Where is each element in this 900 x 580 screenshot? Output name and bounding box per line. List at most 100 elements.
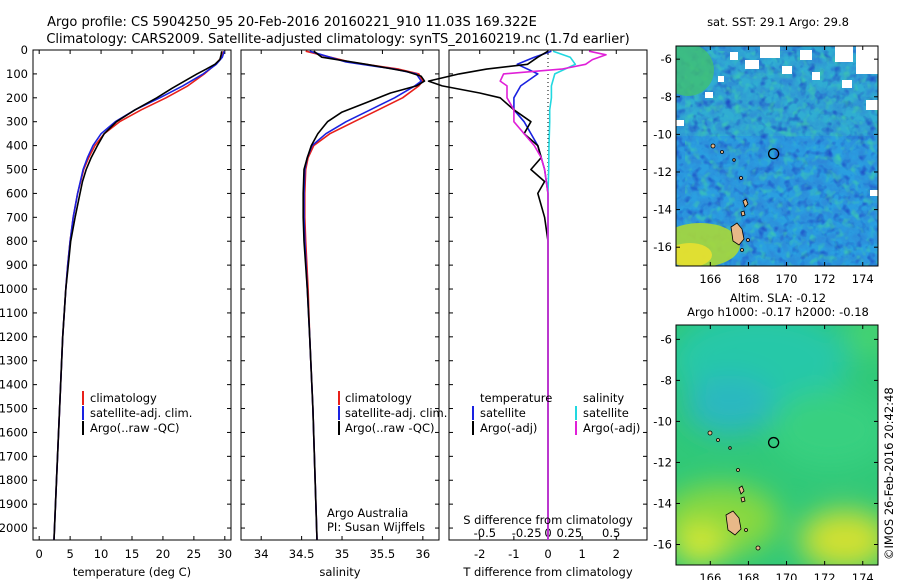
sla-argo-position-marker	[767, 436, 780, 449]
depth-tick-label: 1900	[0, 497, 28, 511]
map-y-tick-label: -6	[661, 332, 672, 346]
depth-axis: 0 100 200 300 400 500 600 700 800 900 1000 1100 1200…	[0, 43, 647, 535]
sla-map-title-1: Altim. SLA: -0.12	[730, 291, 826, 305]
temp-legend-argo: Argo(..raw -QC)	[90, 421, 180, 435]
temperature-series	[53, 50, 225, 541]
temperature-x-axis: 0 5 10 15 20 25 30	[36, 50, 232, 561]
depth-tick-label: 800	[6, 234, 28, 248]
s-tick-label: -0.25	[512, 526, 542, 540]
diff-legend-swatch-s-argo	[575, 421, 577, 435]
map-x-tick-label: 170	[776, 272, 798, 286]
x-tick-label: 10	[94, 547, 109, 561]
map-y-tick-label: -8	[661, 90, 672, 104]
x-tick-label: 1	[578, 547, 585, 561]
title-line-1: Argo profile: CS 5904250_95 20-Feb-2016 …	[47, 15, 537, 30]
map-y-tick-label: -14	[653, 203, 672, 217]
depth-tick-label: 1700	[0, 449, 28, 463]
x-tick-label: 34.5	[289, 547, 315, 561]
sla-map-frame	[675, 324, 879, 566]
x-tick-label: 20	[156, 547, 171, 561]
sal-legend-argo: Argo(..raw -QC)	[345, 421, 435, 435]
map-x-tick-label: 174	[852, 272, 874, 286]
salinity-legend: climatology satellite-adj. clim. Argo(..…	[338, 391, 447, 435]
diff-legend-s-argo: Argo(-adj)	[583, 421, 640, 435]
x-tick-label: 30	[217, 547, 232, 561]
sst-argo-position-marker	[767, 148, 780, 160]
sal-legend-swatch-satellite	[338, 406, 340, 420]
sal-legend-swatch-argo	[338, 421, 340, 435]
x-tick-label: 15	[125, 547, 140, 561]
sla-map-title-2: Argo h1000: -0.17 h2000: -0.18	[687, 305, 869, 319]
depth-tick-label: 300	[6, 115, 28, 129]
depth-tick-label: 1000	[0, 282, 28, 296]
diff-legend-t-argo: Argo(-adj)	[480, 421, 537, 435]
argo-australia-label: Argo Australia	[327, 506, 408, 520]
difference-x-axis: -2 -1 0 1 2-0.5 -0.25 0 0.25 0.5	[474, 50, 620, 561]
depth-tick-label: 400	[6, 139, 28, 153]
series-line-t-satellite	[513, 50, 552, 540]
series-line-climatology	[53, 50, 225, 541]
x-tick-label: 36	[416, 547, 431, 561]
sal-legend-swatch-climatology	[338, 391, 340, 405]
s-tick-label: -0.5	[474, 526, 496, 540]
depth-tick-label: 600	[6, 186, 28, 200]
s-difference-label: S difference from climatology	[463, 513, 633, 527]
map-x-tick-label: 166	[699, 571, 721, 580]
t-difference-x-label: T difference from climatology	[462, 565, 633, 579]
depth-tick-label: 700	[6, 210, 28, 224]
diff-legend-swatch-t-satellite	[472, 406, 474, 420]
x-tick-label: 35	[335, 547, 350, 561]
depth-tick-label: 1500	[0, 402, 28, 416]
salinity-x-axis: 34 34.5 35 35.5 36	[254, 50, 430, 561]
x-tick-label: 2	[613, 547, 620, 561]
temperature-x-label: temperature (deg C)	[73, 565, 191, 579]
depth-tick-label: 200	[6, 91, 28, 105]
depth-tick-label: 0	[21, 43, 28, 57]
map-y-tick-label: -10	[653, 414, 672, 428]
x-tick-label: -1	[508, 547, 519, 561]
map-x-tick-label: 170	[776, 571, 798, 580]
map-y-tick-label: -16	[653, 537, 672, 551]
depth-tick-label: 500	[6, 163, 28, 177]
series-line-argo-raw-qc-	[302, 50, 426, 541]
map-y-tick-label: -12	[653, 455, 672, 469]
temp-legend-swatch-climatology	[82, 391, 84, 405]
sla-map-image	[676, 325, 878, 565]
difference-legend: temperature satellite Argo(-adj) salinit…	[472, 391, 640, 435]
series-line-satellite-adj-clim-	[303, 50, 423, 541]
series-line-s-satellite	[547, 50, 577, 540]
salinity-series	[302, 50, 426, 541]
s-tick-label: 0.25	[557, 526, 583, 540]
diff-legend-s-satellite: satellite	[583, 406, 629, 420]
map-y-tick-label: -6	[661, 52, 672, 66]
map-y-tick-label: -8	[661, 373, 672, 387]
x-tick-label: 5	[66, 547, 73, 561]
sst-map-title: sat. SST: 29.1 Argo: 29.8	[707, 15, 849, 29]
salinity-panel-frame	[240, 49, 440, 541]
sal-legend-satellite: satellite-adj. clim.	[345, 406, 447, 420]
temperature-legend: climatology satellite-adj. clim. Argo(..…	[82, 391, 192, 435]
depth-tick-label: 900	[6, 258, 28, 272]
map-x-tick-label: 172	[814, 272, 836, 286]
pi-label: PI: Susan Wijffels	[327, 520, 425, 534]
diff-legend-temperature-title: temperature	[480, 391, 552, 405]
depth-tick-label: 2000	[0, 521, 28, 535]
x-tick-label: 34	[254, 547, 269, 561]
temperature-panel-frame	[32, 49, 232, 541]
diff-legend-t-satellite: satellite	[480, 406, 526, 420]
title-line-2: Climatology: CARS2009. Satellite-adjuste…	[46, 32, 629, 47]
difference-series	[427, 50, 607, 540]
temp-legend-swatch-satellite	[82, 406, 84, 420]
sst-map-image	[676, 46, 878, 266]
x-tick-label: 0	[544, 547, 551, 561]
map-x-tick-label: 168	[737, 272, 759, 286]
diff-legend-swatch-s-satellite	[575, 406, 577, 420]
imos-credit: ©IMOS 26-Feb-2016 20:42:48	[882, 387, 896, 560]
diff-legend-swatch-t-argo	[472, 421, 474, 435]
sst-map-frame	[675, 45, 879, 267]
map-y-tick-label: -16	[653, 240, 672, 254]
salinity-x-label: salinity	[319, 565, 360, 579]
temp-legend-swatch-argo	[82, 421, 84, 435]
x-tick-label: 0	[36, 547, 43, 561]
